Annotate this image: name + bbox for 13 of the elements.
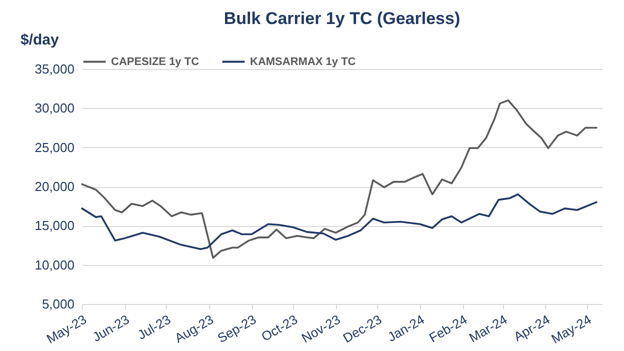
y-tick-label: 15,000	[34, 218, 74, 234]
legend-label: KAMSARMAX 1y TC	[250, 56, 356, 68]
y-tick-label: 25,000	[34, 140, 74, 155]
y-tick-label: 5,000	[42, 296, 74, 312]
legend-label: CAPESIZE 1y TC	[111, 56, 200, 68]
chart-title: Bulk Carrier 1y TC (Gearless)	[224, 9, 460, 28]
y-tick-label: 30,000	[34, 100, 74, 116]
line-series	[81, 99, 598, 259]
y-tick-label: 35,000	[34, 62, 74, 76]
y-tick-label: 10,000	[34, 257, 74, 272]
y-axis-title: $/day	[20, 32, 60, 48]
line-series	[81, 193, 598, 250]
y-tick-label: 20,000	[34, 179, 74, 194]
